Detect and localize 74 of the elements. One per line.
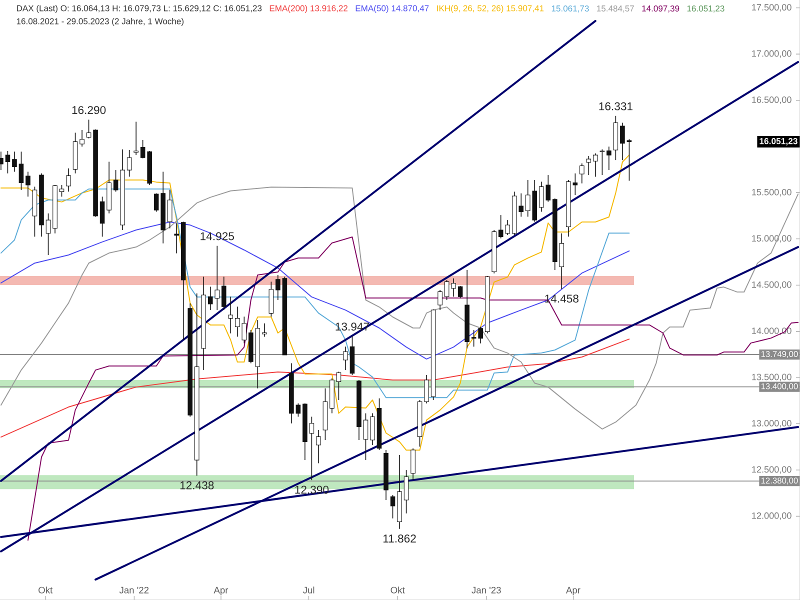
line-series <box>0 154 630 451</box>
annotation: 12.438 <box>180 481 214 490</box>
y-tick-label: 15.500,00 <box>752 188 792 196</box>
text: EMA(200) 13.916,22 <box>270 5 348 13</box>
candlestick <box>390 494 396 519</box>
candlestick <box>424 374 429 404</box>
x-tick-label: Okt <box>38 586 53 594</box>
text: EMA(50) 14.870,47 <box>356 5 429 13</box>
annotation: 16.051,23 <box>760 138 798 146</box>
text: 14.097,39 <box>642 5 680 13</box>
candlestick <box>343 346 348 370</box>
candlestick <box>404 470 409 514</box>
candlestick <box>262 322 267 338</box>
annotation: 16.290 <box>72 106 106 114</box>
text: IKH(9, 26, 52, 26) 15.907,41 <box>437 5 544 13</box>
x-tick-label: Jan '23 <box>472 586 501 594</box>
x-tick-label: Apr <box>214 586 228 596</box>
candlestick <box>18 151 24 190</box>
y-tick-label: 14.500,00 <box>752 281 792 289</box>
candlestick <box>59 184 64 198</box>
y-tick-label: 17.000,00 <box>752 50 792 58</box>
text: 16.08.2021 - 29.05.2023 (2 Jahre, 1 Woche) <box>16 18 184 26</box>
line-series <box>0 338 630 438</box>
candlestick <box>458 286 463 299</box>
x-tick-label: Okt <box>390 586 405 594</box>
y-tick-label: 16.500,00 <box>752 96 792 104</box>
annotation: 16.051,23 <box>687 5 724 13</box>
candlestick <box>228 296 234 334</box>
candlestick <box>46 212 51 256</box>
candlestick <box>80 130 84 148</box>
x-tick-label: Jan '22 <box>119 586 149 594</box>
candlestick <box>66 168 71 192</box>
candlestick <box>316 430 321 464</box>
candlestick <box>134 121 138 156</box>
candlestick <box>221 276 226 310</box>
candlestick <box>100 196 105 238</box>
candlestick <box>174 222 179 254</box>
text: 15.484,57 <box>597 5 634 13</box>
candlestick <box>620 122 625 160</box>
candlestick <box>126 150 132 178</box>
candlestick <box>336 371 342 400</box>
candlestick <box>167 190 172 229</box>
annotation: 11.862 <box>383 534 416 543</box>
candlestick <box>5 150 10 174</box>
text: DAX (Last) O: 16.064,13 H: 16.079,73 L: 15.629,12 C: 16.051,23 <box>16 5 262 13</box>
candlestick <box>370 412 375 446</box>
annotation: 16.331 <box>599 102 632 110</box>
y-tick-label: 13.000,00 <box>752 420 792 428</box>
ref-line-label: 12.380,00 <box>761 478 798 485</box>
y-tick-label: 12.000,00 <box>752 512 792 520</box>
candlestick <box>26 171 30 198</box>
candlestick <box>12 151 17 172</box>
candlestick <box>410 448 416 480</box>
ref-line-label: 13.400,00 <box>761 383 798 390</box>
x-tick-label: Apr <box>566 586 580 596</box>
candlestick <box>86 119 92 139</box>
candlestick <box>600 148 605 176</box>
y-tick-label: 12.500,00 <box>752 466 792 474</box>
y-tick-label: 13.500,00 <box>752 374 792 382</box>
annotation: 12.390 <box>295 486 329 494</box>
candlestick <box>309 416 314 481</box>
candlestick <box>593 153 598 178</box>
line-series <box>0 188 630 398</box>
candlestick <box>268 281 274 318</box>
candlestick <box>580 162 584 184</box>
candlestick <box>438 290 442 310</box>
candlestick <box>363 412 368 460</box>
candlestick <box>606 146 612 170</box>
candlestick <box>626 138 632 182</box>
text: 15.061,73 <box>552 5 589 13</box>
x-tick-label: Jul <box>302 586 314 594</box>
ref-line-label: 13.749,00 <box>761 351 798 358</box>
y-tick-label: 17.500,00 <box>752 4 792 12</box>
candlestick <box>586 156 592 176</box>
